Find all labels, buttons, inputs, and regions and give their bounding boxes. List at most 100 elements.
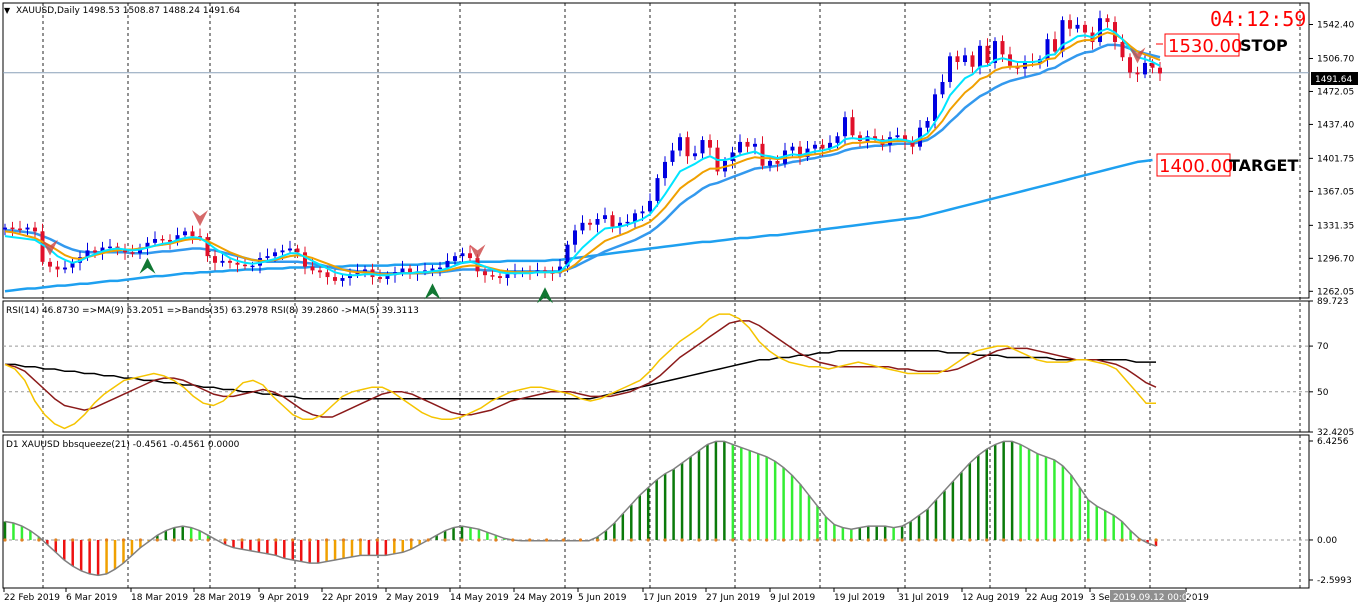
bear-candle[interactable]: [1120, 42, 1125, 58]
bear-candle[interactable]: [40, 231, 45, 262]
bear-candle[interactable]: [325, 272, 330, 278]
bull-candle[interactable]: [220, 260, 225, 263]
bull-candle[interactable]: [70, 262, 75, 268]
bull-candle[interactable]: [978, 45, 982, 67]
bull-candle[interactable]: [438, 267, 442, 270]
bull-candle[interactable]: [768, 160, 772, 166]
bear-candle[interactable]: [910, 141, 915, 147]
target-price-box[interactable]: [1156, 153, 1231, 177]
bull-candle[interactable]: [595, 219, 600, 225]
bull-candle[interactable]: [453, 256, 457, 261]
bull-candle[interactable]: [460, 253, 465, 257]
bull-candle[interactable]: [280, 250, 285, 253]
bear-candle[interactable]: [205, 237, 210, 257]
bear-candle[interactable]: [310, 266, 315, 271]
bear-candle[interactable]: [955, 56, 960, 62]
bull-candle[interactable]: [273, 252, 277, 257]
bull-candle[interactable]: [790, 146, 795, 151]
panel-collapse-icon[interactable]: ▼: [4, 6, 11, 15]
bull-candle[interactable]: [948, 56, 952, 82]
bull-candle[interactable]: [678, 137, 682, 151]
bear-candle[interactable]: [708, 140, 712, 148]
bear-candle[interactable]: [295, 248, 300, 253]
bear-candle[interactable]: [33, 227, 37, 232]
bear-candle[interactable]: [610, 215, 615, 227]
bull-candle[interactable]: [153, 239, 157, 243]
bear-candle[interactable]: [318, 270, 322, 273]
bear-candle[interactable]: [588, 222, 592, 225]
bear-candle[interactable]: [130, 252, 135, 254]
bull-candle[interactable]: [618, 222, 622, 227]
bull-candle[interactable]: [565, 244, 570, 267]
bear-candle[interactable]: [235, 262, 240, 265]
bear-candle[interactable]: [873, 136, 877, 140]
bear-candle[interactable]: [490, 275, 495, 277]
bull-candle[interactable]: [1075, 24, 1080, 29]
bull-candle[interactable]: [100, 247, 105, 253]
bull-candle[interactable]: [843, 117, 847, 137]
rsi-panel[interactable]: [3, 313, 1309, 430]
bull-candle[interactable]: [813, 144, 817, 149]
bear-candle[interactable]: [1158, 67, 1162, 74]
bear-candle[interactable]: [333, 277, 337, 281]
bear-candle[interactable]: [498, 276, 502, 279]
bear-candle[interactable]: [685, 137, 690, 157]
stop-price-box[interactable]: [1164, 33, 1240, 57]
bear-candle[interactable]: [190, 231, 195, 237]
bull-candle[interactable]: [85, 250, 90, 258]
bull-candle[interactable]: [1045, 39, 1050, 60]
bear-candle[interactable]: [1150, 62, 1155, 68]
bull-candle[interactable]: [340, 278, 345, 281]
bull-candle[interactable]: [753, 143, 757, 147]
bull-candle[interactable]: [145, 242, 150, 248]
bull-candle[interactable]: [3, 227, 7, 230]
bull-candle[interactable]: [963, 55, 967, 62]
bear-candle[interactable]: [18, 228, 22, 231]
bull-candle[interactable]: [175, 235, 180, 242]
bear-candle[interactable]: [213, 256, 217, 263]
bull-candle[interactable]: [573, 230, 577, 245]
bear-candle[interactable]: [93, 250, 97, 253]
bull-candle[interactable]: [655, 178, 660, 201]
bear-candle[interactable]: [1053, 39, 1057, 52]
bear-candle[interactable]: [378, 277, 382, 279]
bull-candle[interactable]: [1143, 62, 1147, 75]
bull-candle[interactable]: [933, 94, 937, 121]
bear-candle[interactable]: [1128, 57, 1132, 73]
bull-candle[interactable]: [445, 260, 450, 268]
bear-candle[interactable]: [160, 239, 165, 241]
price-panel[interactable]: [3, 10, 1309, 304]
bull-candle[interactable]: [505, 274, 510, 279]
bull-candle[interactable]: [828, 142, 832, 149]
bull-candle[interactable]: [835, 136, 840, 143]
bull-candle[interactable]: [430, 268, 435, 271]
bull-candle[interactable]: [250, 265, 255, 268]
bull-candle[interactable]: [1060, 20, 1065, 52]
bull-candle[interactable]: [558, 266, 562, 274]
bull-candle[interactable]: [385, 275, 390, 279]
bear-candle[interactable]: [820, 144, 825, 149]
bear-candle[interactable]: [48, 261, 52, 267]
bear-candle[interactable]: [408, 268, 412, 274]
bear-candle[interactable]: [468, 253, 472, 259]
bull-candle[interactable]: [925, 121, 930, 128]
bull-candle[interactable]: [265, 256, 270, 259]
bull-candle[interactable]: [940, 81, 945, 95]
bear-candle[interactable]: [970, 55, 975, 67]
bear-candle[interactable]: [243, 264, 247, 267]
bull-candle[interactable]: [640, 211, 645, 214]
bull-candle[interactable]: [633, 213, 637, 222]
bear-candle[interactable]: [745, 141, 750, 147]
bull-candle[interactable]: [603, 215, 607, 220]
bear-candle[interactable]: [168, 239, 172, 242]
bull-candle[interactable]: [625, 221, 630, 224]
bull-candle[interactable]: [363, 269, 367, 272]
bear-candle[interactable]: [903, 135, 907, 142]
bull-candle[interactable]: [400, 268, 405, 273]
bear-candle[interactable]: [483, 271, 487, 276]
bull-candle[interactable]: [993, 41, 997, 63]
bull-candle[interactable]: [648, 200, 652, 212]
bull-candle[interactable]: [63, 267, 67, 270]
bull-candle[interactable]: [895, 135, 900, 138]
bear-candle[interactable]: [1000, 41, 1005, 55]
